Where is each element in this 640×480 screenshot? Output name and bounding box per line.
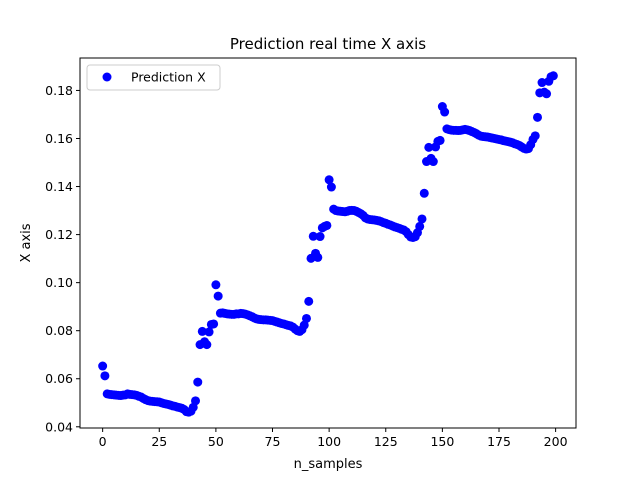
y-tick-label: 0.08 xyxy=(45,323,73,338)
y-axis-label: X axis xyxy=(19,223,34,262)
chart-title: Prediction real time X axis xyxy=(230,35,426,53)
data-point xyxy=(213,291,223,301)
legend-box xyxy=(86,64,221,91)
legend: Prediction X xyxy=(86,64,221,91)
y-tick-label: 0.10 xyxy=(45,275,73,290)
x-tick-label: 25 xyxy=(151,434,167,449)
data-point xyxy=(193,377,203,387)
data-point xyxy=(419,188,429,198)
data-point xyxy=(301,313,311,323)
data-point xyxy=(428,157,438,167)
data-point xyxy=(537,78,547,88)
plot-area-frame xyxy=(79,57,577,429)
x-tick-label: 125 xyxy=(374,434,398,449)
y-tick-label: 0.18 xyxy=(45,83,73,98)
x-tick-label: 200 xyxy=(544,434,568,449)
data-point xyxy=(530,131,540,141)
x-tick-label: 150 xyxy=(430,434,454,449)
data-point xyxy=(191,396,201,406)
x-axis-ticks: 0 25 50 75 100 125 150 175 200 xyxy=(99,428,568,449)
data-point xyxy=(424,142,434,152)
data-point xyxy=(100,371,110,381)
data-point xyxy=(548,71,558,81)
x-tick-label: 0 xyxy=(99,434,107,449)
x-tick-label: 75 xyxy=(265,434,281,449)
y-tick-label: 0.14 xyxy=(45,179,73,194)
x-axis-label: n_samples xyxy=(294,457,363,472)
data-point xyxy=(315,232,325,242)
data-point xyxy=(197,326,207,336)
data-point xyxy=(209,319,219,329)
y-axis-ticks: 0.04 0.06 0.08 0.10 0.12 0.14 0.16 0.18 xyxy=(45,83,80,434)
legend-marker xyxy=(102,72,112,82)
data-point xyxy=(440,107,450,117)
data-point xyxy=(308,231,318,241)
data-point xyxy=(542,89,552,99)
data-point xyxy=(324,175,334,185)
data-point xyxy=(415,221,425,231)
data-point xyxy=(313,252,323,262)
data-point xyxy=(322,220,332,230)
data-point xyxy=(435,135,445,145)
y-tick-label: 0.04 xyxy=(45,419,73,434)
data-points xyxy=(98,71,558,417)
y-tick-label: 0.12 xyxy=(45,227,73,242)
y-tick-label: 0.16 xyxy=(45,131,73,146)
x-tick-label: 175 xyxy=(487,434,511,449)
data-point xyxy=(417,214,427,224)
data-point xyxy=(533,112,542,122)
data-point xyxy=(202,340,212,350)
data-point xyxy=(204,327,214,337)
data-point xyxy=(98,361,108,371)
data-point xyxy=(211,280,221,290)
data-point xyxy=(304,296,314,306)
legend-label: Prediction X xyxy=(131,70,206,85)
data-point xyxy=(326,182,336,192)
x-tick-label: 100 xyxy=(317,434,341,449)
y-tick-label: 0.06 xyxy=(45,371,73,386)
x-tick-label: 50 xyxy=(208,434,224,449)
